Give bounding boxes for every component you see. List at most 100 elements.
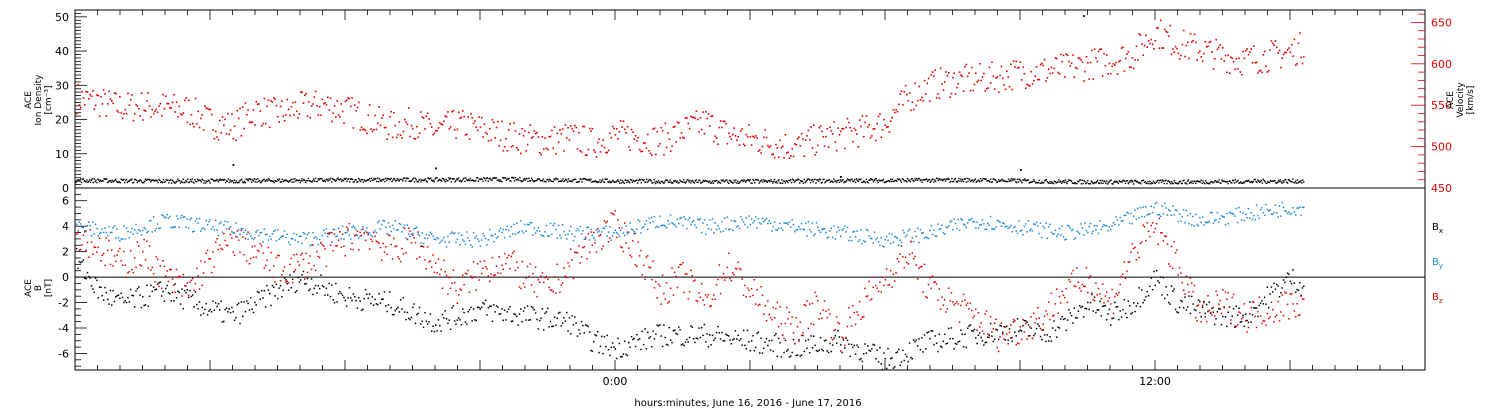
b-by-point: [94, 223, 97, 226]
density-point: [1259, 180, 1262, 183]
b-bz-point: [270, 251, 272, 254]
density-point: [394, 178, 396, 180]
b-bz-point: [452, 269, 455, 271]
density-point: [1219, 182, 1221, 184]
density-point: [1281, 182, 1283, 184]
b-by-point: [669, 214, 672, 216]
velocity-point: [283, 119, 286, 122]
density-point: [367, 179, 370, 181]
velocity-point: [128, 104, 131, 107]
b-bz-point: [436, 272, 438, 274]
b-by-point: [580, 233, 583, 235]
velocity-point: [1181, 43, 1184, 46]
b-bz-point: [540, 275, 542, 277]
density-point: [684, 182, 687, 184]
b-bx-point: [582, 324, 584, 327]
b-bx-point: [1018, 330, 1020, 333]
b-bx-point: [104, 286, 106, 289]
density-point: [649, 179, 652, 181]
b-by-point: [363, 233, 365, 235]
density-point: [223, 178, 226, 181]
velocity-point: [382, 114, 384, 117]
density-point: [327, 180, 329, 182]
b-by-point: [916, 227, 919, 230]
b-by-point: [179, 217, 182, 219]
density-point: [695, 179, 697, 181]
velocity-point: [915, 104, 918, 107]
density-point: [1218, 179, 1220, 181]
density-point: [1061, 181, 1064, 183]
b-bx-point: [800, 354, 803, 356]
b-by-point: [925, 236, 927, 238]
b-bx-point: [952, 337, 954, 340]
b-bz-point: [372, 231, 375, 234]
density-point: [1237, 179, 1239, 182]
density-point: [710, 182, 713, 184]
b-bx-point: [1239, 321, 1242, 323]
b-by-point: [502, 228, 504, 231]
b-bx-point: [1215, 318, 1217, 320]
density-point: [1170, 181, 1173, 183]
velocity-point: [941, 83, 943, 85]
b-by-point: [1145, 206, 1147, 208]
b-bz-point: [205, 252, 207, 254]
b-by-point: [1128, 222, 1131, 225]
density-point: [1256, 181, 1258, 184]
b-by-point: [282, 235, 284, 237]
b-bx-point: [300, 279, 302, 281]
b-by-point: [447, 235, 449, 238]
b-by-point: [397, 229, 399, 231]
density-point: [439, 179, 442, 181]
b-by-point: [1301, 206, 1304, 209]
velocity-point: [796, 137, 799, 140]
density-point: [453, 178, 455, 180]
b-by-point: [1033, 223, 1035, 225]
velocity-point: [1010, 63, 1012, 66]
density-point: [1212, 181, 1214, 184]
b-by-point: [1197, 224, 1200, 227]
density-point: [576, 181, 579, 183]
velocity-point: [421, 116, 424, 118]
density-point: [780, 182, 782, 184]
density-point: [310, 180, 312, 183]
b-by-point: [1095, 229, 1097, 231]
b-by-point: [1155, 201, 1158, 204]
b-bx-point: [574, 316, 576, 318]
velocity-point: [642, 142, 645, 144]
velocity-point: [1114, 64, 1116, 67]
velocity-point: [860, 125, 862, 128]
b-by-point: [464, 243, 467, 246]
density-point: [998, 180, 1001, 183]
b-bx-point: [603, 336, 606, 338]
velocity-point: [884, 124, 887, 126]
b-bx-point: [584, 324, 587, 326]
velocity-point: [621, 126, 623, 128]
velocity-point: [683, 137, 685, 140]
velocity-point: [1203, 52, 1205, 55]
b-bz-point: [733, 273, 735, 276]
b-bz-point: [190, 279, 193, 282]
b-by-point: [857, 240, 860, 243]
velocity-point: [818, 126, 820, 129]
b-bx-point: [602, 352, 604, 355]
b-bx-point: [717, 325, 719, 328]
b-by-point: [626, 233, 629, 235]
velocity-point: [314, 90, 317, 93]
density-point: [672, 182, 674, 184]
b-by-point: [700, 231, 703, 234]
b-bx-point: [159, 281, 162, 283]
b-bx-point: [892, 367, 895, 369]
b-bx-point: [329, 295, 332, 298]
velocity-point: [463, 115, 465, 118]
b-bz-point: [363, 232, 365, 234]
b-bx-point: [506, 311, 509, 313]
density-point: [988, 179, 990, 182]
b-bx-point: [1220, 323, 1223, 326]
density-point: [823, 178, 825, 181]
density-point: [632, 179, 634, 182]
density-point: [174, 182, 176, 184]
velocity-point: [277, 115, 279, 118]
b-bz-point: [1042, 323, 1044, 325]
b-by-point: [1249, 217, 1251, 219]
b-bx-point: [984, 341, 986, 344]
